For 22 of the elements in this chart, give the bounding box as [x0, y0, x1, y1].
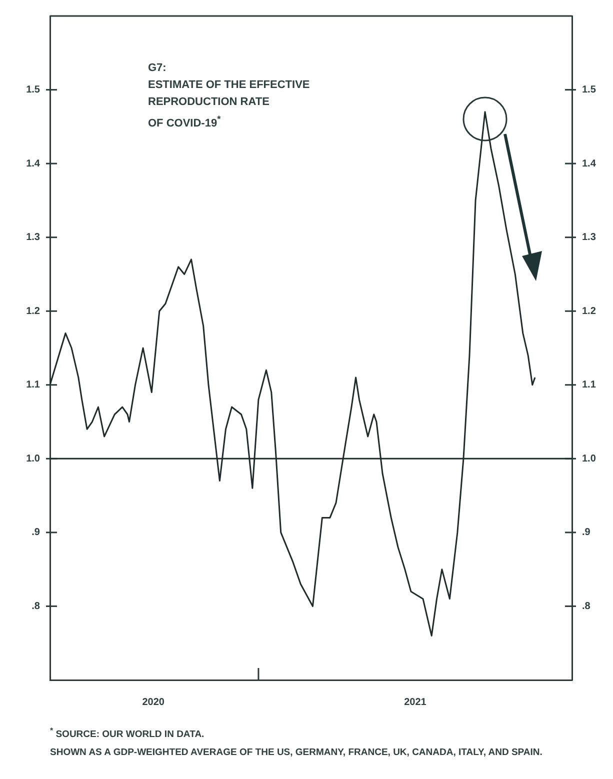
x-tick-label: 2021 [404, 696, 427, 708]
y-tick-label: .9 [32, 527, 40, 538]
text: SHOWN AS A GDP-WEIGHTED AVERAGE OF THE US, GERMANY, FRANCE, UK, CANADA, ITALY, AND SPAIN. [50, 746, 542, 760]
text: G7: [148, 61, 168, 76]
y2-tick-label: 1.1 [582, 380, 596, 391]
y-tick-label: 1.0 [26, 453, 40, 464]
y2-tick-label: 1.4 [582, 158, 596, 170]
text: $^{*}$ SOURCE: OUR WORLD IN DATA. [50, 725, 206, 742]
y-tick-label: 1.4 [26, 158, 40, 170]
y2-tick-label: .9 [582, 527, 591, 538]
y2-tick-label: 1.3 [582, 232, 596, 244]
y2-tick-label: .8 [582, 600, 591, 612]
y2-tick-label: 1.2 [582, 306, 596, 317]
y-tick-label: 1.5 [26, 84, 40, 96]
y-tick-label: 1.1 [26, 380, 40, 391]
y2-tick-label: 1.5 [582, 84, 596, 96]
y-tick-label: 1.2 [26, 306, 40, 317]
y2-tick-label: 1.0 [582, 453, 596, 464]
y-tick-label: .8 [32, 600, 40, 612]
text: ESTIMATE OF THE EFFECTIVE REPRODUCTION RATE OF COVID-19$^{*}$ [148, 78, 310, 132]
y-tick-label: 1.3 [26, 232, 40, 244]
x-tick-label: 2020 [142, 696, 165, 708]
